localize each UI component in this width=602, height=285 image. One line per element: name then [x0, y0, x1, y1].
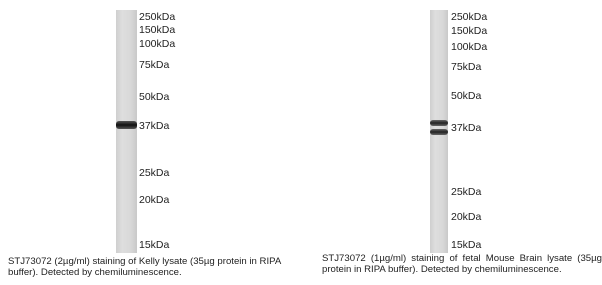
marker-label: 100kDa: [139, 39, 175, 50]
marker-label: 150kDa: [139, 25, 175, 36]
marker-label: 75kDa: [451, 62, 481, 73]
marker-label: 250kDa: [139, 12, 175, 23]
caption: STJ73072 (1µg/ml) staining of fetal Mous…: [322, 254, 602, 275]
band: [116, 121, 137, 129]
blot-lane: [116, 10, 137, 253]
marker-label: 25kDa: [139, 168, 169, 179]
marker-label: 15kDa: [451, 240, 481, 251]
marker-label: 20kDa: [451, 212, 481, 223]
band: [430, 120, 448, 126]
marker-label: 15kDa: [139, 240, 169, 251]
marker-label: 25kDa: [451, 187, 481, 198]
band: [430, 129, 448, 135]
marker-label: 250kDa: [451, 12, 487, 23]
caption: STJ73072 (2µg/ml) staining of Kelly lysa…: [8, 257, 298, 278]
figure: 250kDa 150kDa 100kDa 75kDa 50kDa 37kDa 25kDa 20…: [0, 0, 602, 285]
marker-label: 37kDa: [139, 121, 169, 132]
marker-label: 150kDa: [451, 26, 487, 37]
marker-label: 100kDa: [451, 42, 487, 53]
marker-label: 20kDa: [139, 195, 169, 206]
blot-lane: [430, 10, 448, 253]
marker-label: 50kDa: [139, 92, 169, 103]
marker-label: 50kDa: [451, 91, 481, 102]
marker-label: 37kDa: [451, 123, 481, 134]
marker-label: 75kDa: [139, 60, 169, 71]
